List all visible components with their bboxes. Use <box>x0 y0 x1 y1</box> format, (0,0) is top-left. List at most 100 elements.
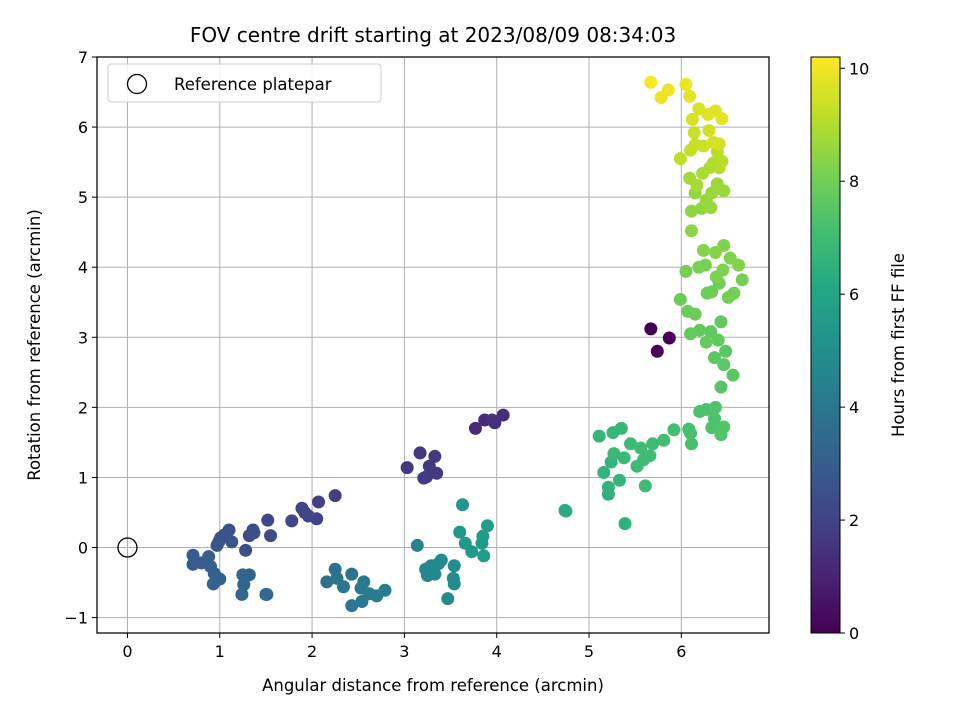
y-tick-label: −1 <box>64 609 88 628</box>
data-point <box>715 154 729 168</box>
reference-platepar-marker <box>117 537 138 558</box>
data-point <box>704 325 718 339</box>
data-point <box>704 201 718 215</box>
x-tick-label: 0 <box>122 642 132 661</box>
data-point <box>312 495 326 509</box>
data-point <box>719 344 733 358</box>
y-axis-ticks: −1 0 1 2 3 4 5 6 7 <box>64 48 97 628</box>
data-point <box>336 580 350 594</box>
data-point <box>210 538 224 552</box>
data-point <box>239 543 253 557</box>
data-point <box>476 529 490 543</box>
colorbar-tick-label: 6 <box>849 285 859 304</box>
data-points <box>117 75 749 613</box>
data-point <box>468 421 482 435</box>
data-point <box>679 77 693 91</box>
data-point <box>413 446 427 460</box>
data-point <box>696 243 710 257</box>
data-point <box>624 437 638 451</box>
data-point <box>727 286 741 300</box>
data-point <box>345 567 359 581</box>
data-point <box>206 577 220 591</box>
data-point <box>612 473 626 487</box>
y-tick-label: 7 <box>78 48 88 67</box>
data-point <box>673 292 687 306</box>
data-point <box>456 498 470 512</box>
data-point <box>708 351 722 365</box>
data-point <box>732 258 746 272</box>
data-point <box>679 264 693 278</box>
x-tick-label: 5 <box>584 642 594 661</box>
colorbar-tick-label: 0 <box>849 624 859 643</box>
data-point <box>261 513 275 527</box>
data-point <box>320 575 334 589</box>
data-point <box>708 246 722 260</box>
x-tick-label: 2 <box>307 642 317 661</box>
x-axis-label: Angular distance from reference (arcmin) <box>262 676 604 695</box>
colorbar-label: Hours from first FF file <box>889 253 908 437</box>
data-point <box>717 358 731 372</box>
data-point <box>708 412 722 426</box>
colorbar-tick-label: 4 <box>849 398 859 417</box>
data-point <box>684 426 698 440</box>
data-point <box>684 224 698 238</box>
data-point <box>643 449 657 463</box>
data-point <box>428 567 442 581</box>
data-point <box>690 178 704 192</box>
data-point <box>684 204 698 218</box>
data-point <box>264 529 278 543</box>
data-point <box>717 184 731 198</box>
data-point <box>618 517 632 531</box>
data-point <box>186 548 200 562</box>
data-point <box>410 538 424 552</box>
data-point <box>714 380 728 394</box>
data-point <box>345 599 359 613</box>
colorbar-tick-label: 10 <box>849 59 869 78</box>
y-tick-label: 4 <box>78 258 88 277</box>
legend: Reference platepar <box>107 63 382 103</box>
chart-title: FOV centre drift starting at 2023/08/09 … <box>190 23 676 47</box>
data-point <box>447 559 461 573</box>
data-point <box>705 285 719 299</box>
data-point <box>441 592 455 606</box>
data-point <box>684 437 698 451</box>
data-point <box>357 575 371 589</box>
data-point <box>699 335 713 349</box>
data-point <box>480 519 494 533</box>
x-tick-label: 4 <box>492 642 502 661</box>
y-axis-label: Rotation from reference (arcmin) <box>25 209 44 481</box>
data-point <box>378 583 392 597</box>
data-point <box>592 429 606 443</box>
data-point <box>614 421 628 435</box>
data-point <box>597 466 611 480</box>
data-point <box>696 139 710 153</box>
data-point <box>726 368 740 382</box>
data-point <box>650 344 664 358</box>
data-point <box>285 514 299 528</box>
data-point <box>654 91 668 105</box>
data-point <box>202 550 216 564</box>
data-point <box>400 461 414 475</box>
data-point <box>428 449 442 463</box>
data-point <box>711 333 725 347</box>
data-point <box>417 471 431 485</box>
data-point <box>328 489 342 503</box>
data-point <box>259 587 273 601</box>
x-tick-label: 3 <box>399 642 409 661</box>
data-point <box>559 504 573 518</box>
data-point <box>485 413 499 427</box>
data-point <box>225 535 239 549</box>
data-point <box>607 447 621 461</box>
x-axis-ticks: 0 1 2 3 4 5 6 <box>122 633 686 661</box>
data-point <box>687 126 701 140</box>
colorbar <box>810 56 841 634</box>
data-point <box>465 545 479 559</box>
y-tick-label: 2 <box>78 398 88 417</box>
data-point <box>242 568 256 582</box>
colorbar-tick-label: 2 <box>849 511 859 530</box>
y-tick-label: 0 <box>78 539 88 558</box>
data-point <box>601 480 615 494</box>
data-point <box>301 509 315 523</box>
